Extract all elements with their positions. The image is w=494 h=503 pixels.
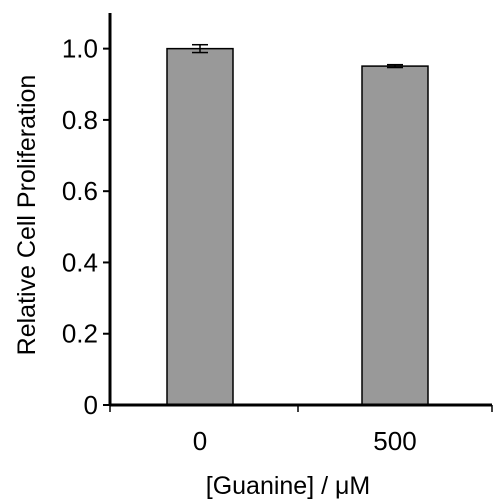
y-tick-label: 0.4 — [62, 247, 98, 277]
bar-500 — [362, 66, 428, 405]
y-tick-label: 1.0 — [62, 34, 98, 64]
x-tick-label: 0 — [193, 426, 207, 456]
y-ticks-group: 0 0.2 0.4 0.6 0.8 1.0 — [62, 34, 110, 420]
x-tick-label: 500 — [373, 426, 416, 456]
y-axis-label: Relative Cell Proliferation — [13, 75, 41, 356]
x-axis-label: [Guanine] / μM — [206, 472, 370, 500]
y-tick-label: 0 — [84, 390, 98, 420]
x-ticks-group: 0 500 — [110, 405, 492, 456]
y-tick-label: 0.6 — [62, 176, 98, 206]
y-tick-label: 0.8 — [62, 105, 98, 135]
y-tick-label: 0.2 — [62, 319, 98, 349]
bar-0 — [167, 49, 233, 405]
bars-group — [167, 49, 428, 405]
